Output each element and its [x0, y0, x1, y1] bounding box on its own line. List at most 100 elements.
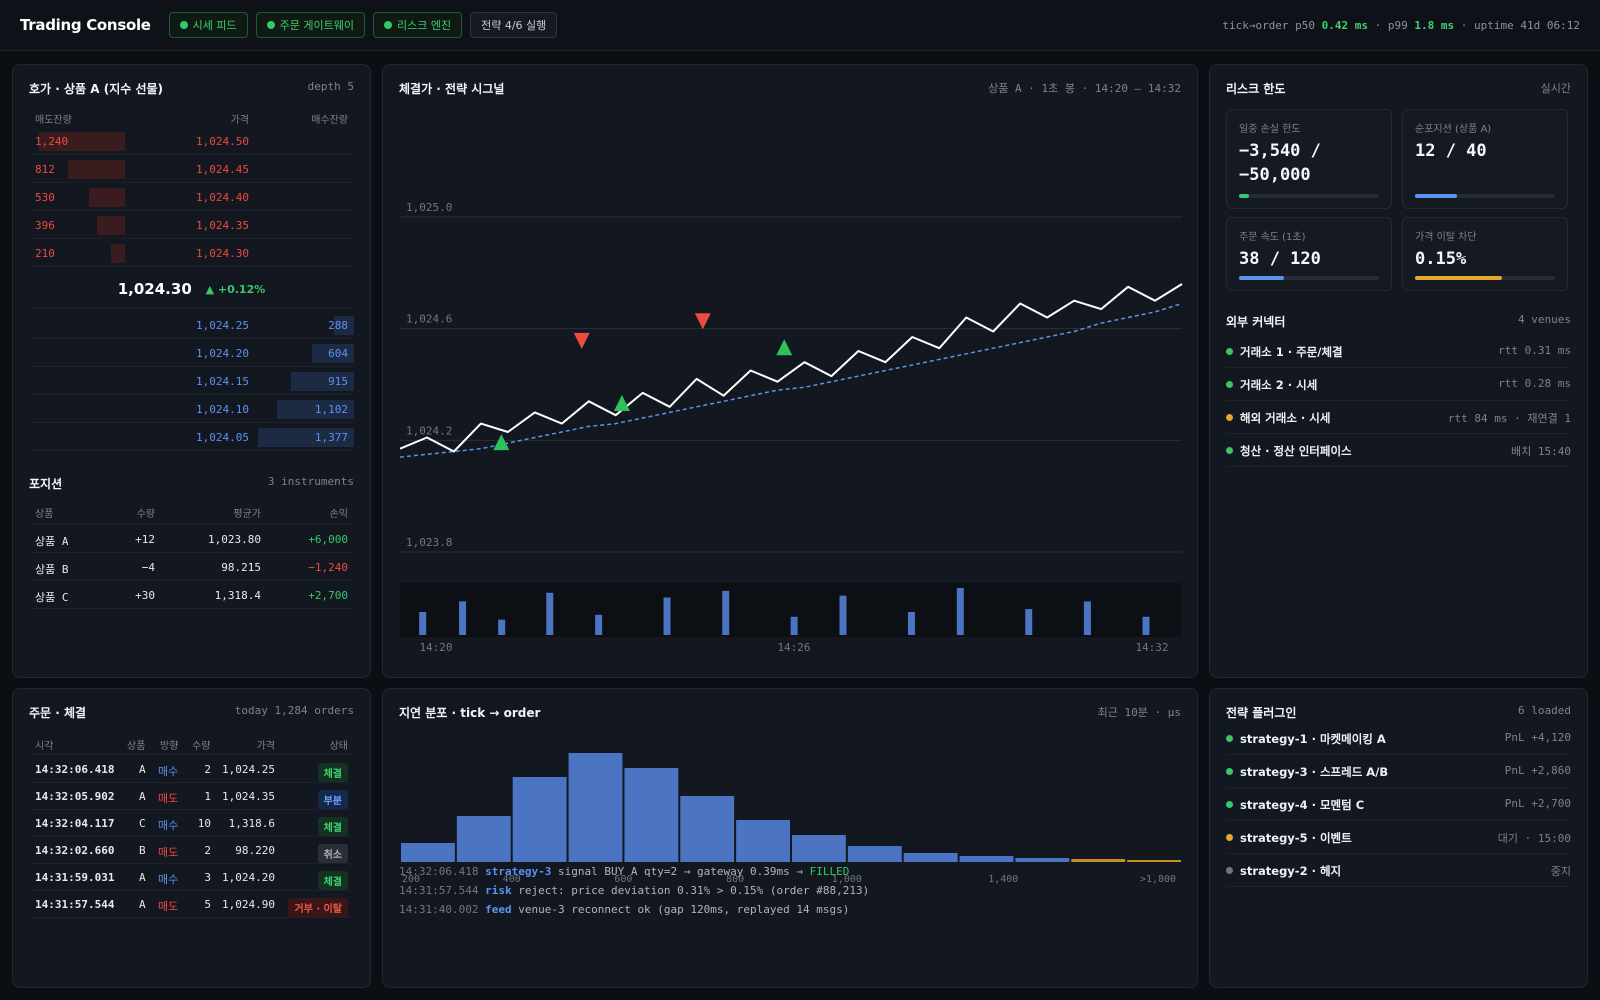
ask-row[interactable]: 812 1,024.45 [29, 156, 354, 183]
plugin-row[interactable]: strategy-1 · 마켓메이킹 A PnL +4,120 [1226, 722, 1571, 755]
position-instrument: 상품 C [35, 591, 69, 604]
status-chip-order-gateway[interactable]: 주문 게이트웨이 [255, 12, 365, 38]
order-row[interactable]: 14:31:57.544 A 매도 5 1,024.90 거부 · 이탈 [29, 891, 354, 918]
buy-signal-icon[interactable] [776, 339, 793, 356]
status-dot-icon [1226, 348, 1233, 355]
ask-qty: 1,240 [35, 135, 69, 148]
order-qty: 2 [204, 844, 211, 857]
log-timestamp: 14:32:06.418 [399, 865, 479, 878]
signal-line [399, 302, 1183, 458]
latency-histogram[interactable]: 200 400 600 800 1,000 1,400 >1,800 [383, 719, 1199, 899]
order-price: 98.220 [235, 844, 275, 857]
latency-bar[interactable] [624, 768, 679, 862]
plugin-row[interactable]: strategy-4 · 모멘텀 C PnL +2,700 [1226, 788, 1571, 821]
risk-limit-card[interactable]: 가격 이탈 차단 0.15% [1402, 217, 1568, 291]
plugins-panel: 전략 플러그인 6 loaded strategy-1 · 마켓메이킹 A PnL… [1209, 688, 1588, 988]
latency-bar[interactable] [736, 820, 790, 862]
volume-bar [419, 611, 427, 635]
risk-limit-track [1415, 194, 1555, 198]
ask-row[interactable]: 1,240 1,024.50 [29, 128, 354, 155]
order-side: 매도 [158, 846, 179, 859]
plugins-title: 전략 플러그인 [1226, 706, 1297, 720]
latency-bar[interactable] [568, 753, 623, 862]
bid-row[interactable]: 1,024.25 288 [29, 312, 354, 339]
order-price: 1,024.35 [222, 790, 275, 803]
latency-bar[interactable] [456, 816, 511, 862]
order-row[interactable]: 14:31:59.031 A 매수 3 1,024.20 체결 [29, 864, 354, 891]
histogram-x-tick: 200 [402, 874, 420, 885]
price-line [399, 283, 1183, 453]
plugin-detail: 중지 [1550, 865, 1571, 878]
positions-header: 상품 수량 평균가 손익 [29, 497, 354, 525]
price-chart[interactable]: 1,025.0 1,024.6 1,024.2 1,023.8 14:20 14:26 14… [383, 65, 1199, 679]
latency-bar[interactable] [1127, 860, 1181, 862]
connector-detail: rtt 84 ms · 재연결 1 [1447, 412, 1571, 425]
order-side: 매도 [158, 900, 179, 913]
volume-bar [722, 590, 730, 635]
order-row[interactable]: 14:32:05.902 A 매도 1 1,024.35 부분 [29, 783, 354, 810]
connector-name: 해외 거래소 · 시세 [1240, 411, 1331, 425]
connector-detail: rtt 0.28 ms [1498, 377, 1571, 390]
plugin-name: strategy-1 · 마켓메이킹 A [1240, 732, 1386, 746]
latency-bar[interactable] [903, 853, 958, 862]
order-time: 14:32:02.660 [35, 844, 115, 857]
latency-bar[interactable] [680, 796, 735, 862]
status-dot-icon [179, 21, 188, 29]
order-row[interactable]: 14:32:06.418 A 매수 2 1,024.25 체결 [29, 756, 354, 783]
order-side: 매수 [158, 765, 179, 778]
ask-row[interactable]: 530 1,024.40 [29, 184, 354, 211]
connectors-meta: 4 venues [1518, 313, 1571, 326]
latency-bar[interactable] [847, 846, 902, 862]
latency-bar[interactable] [401, 843, 455, 862]
connector-row[interactable]: 청산 · 정산 인터페이스 배치 15:40 [1226, 434, 1571, 467]
bid-qty: 1,102 [314, 403, 348, 416]
bid-row[interactable]: 1,024.15 915 [29, 368, 354, 395]
latency-panel: 지연 분포 · tick → order 최근 10분 · μs 200 400 6… [382, 688, 1198, 988]
orderbook-depth[interactable]: depth 5 [307, 80, 354, 93]
position-row[interactable]: 상품 C +30 1,318.4 +2,700 [29, 582, 354, 609]
position-row[interactable]: 상품 B −4 98.215 −1,240 [29, 554, 354, 581]
latency-bar[interactable] [1015, 858, 1070, 862]
plugin-row[interactable]: strategy-2 · 헤지 중지 [1226, 854, 1571, 887]
connector-row[interactable]: 거래소 1 · 주문/체결 rtt 0.31 ms [1226, 335, 1571, 368]
risk-limit-track [1239, 276, 1379, 280]
status-dot-icon [266, 21, 275, 29]
col-ask-qty: 매도잔량 [35, 115, 72, 126]
bid-price: 1,024.10 [196, 403, 249, 416]
sell-signal-icon[interactable] [694, 313, 711, 330]
latency-bar[interactable] [1071, 859, 1126, 862]
sell-signal-icon[interactable] [573, 332, 590, 349]
connector-row[interactable]: 해외 거래소 · 시세 rtt 84 ms · 재연결 1 [1226, 401, 1571, 434]
bid-qty: 1,377 [314, 431, 348, 444]
order-row[interactable]: 14:32:02.660 B 매도 2 98.220 취소 [29, 837, 354, 864]
volume-bar [1025, 609, 1033, 635]
col-status: 상태 [329, 741, 348, 752]
connector-row[interactable]: 거래소 2 · 시세 rtt 0.28 ms [1226, 368, 1571, 401]
status-chip-risk-engine[interactable]: 리스크 엔진 [373, 12, 463, 38]
risk-limit-card[interactable]: 주문 속도 (1초) 38 / 120 [1226, 217, 1392, 291]
bid-row[interactable]: 1,024.05 1,377 [29, 424, 354, 451]
buy-signal-icon[interactable] [613, 395, 630, 412]
order-row[interactable]: 14:32:04.117 C 매수 10 1,318.6 체결 [29, 810, 354, 837]
plugin-detail: PnL +2,860 [1504, 764, 1571, 777]
ask-row[interactable]: 396 1,024.35 [29, 212, 354, 239]
bid-depth-bar [311, 344, 354, 363]
log-message: reject: price deviation 0.31% > 0.15% (o… [511, 884, 870, 897]
buy-signal-icon[interactable] [493, 434, 510, 451]
bid-row[interactable]: 1,024.20 604 [29, 340, 354, 367]
latency-bar[interactable] [512, 777, 567, 862]
risk-limit-card[interactable]: 순포지션 (상품 A) 12 / 40 [1402, 109, 1568, 209]
status-chip-market-feed[interactable]: 시세 피드 [168, 12, 248, 38]
plugin-row[interactable]: strategy-5 · 이벤트 대기 · 15:00 [1226, 821, 1571, 854]
plugin-row[interactable]: strategy-3 · 스프레드 A/B PnL +2,860 [1226, 755, 1571, 788]
ask-row[interactable]: 210 1,024.30 [29, 240, 354, 267]
latency-bar[interactable] [792, 835, 846, 862]
position-row[interactable]: 상품 A +12 1,023.80 +6,000 [29, 526, 354, 553]
connector-name: 거래소 2 · 시세 [1240, 378, 1318, 392]
latency-bar[interactable] [959, 856, 1014, 862]
risk-limit-card[interactable]: 일중 손실 한도 −3,540 / −50,000 [1226, 109, 1392, 209]
order-time: 14:32:05.902 [35, 790, 115, 803]
strategy-count-chip[interactable]: 전략 4/6 실행 [470, 12, 558, 38]
position-pnl: −1,240 [308, 561, 348, 574]
bid-row[interactable]: 1,024.10 1,102 [29, 396, 354, 423]
